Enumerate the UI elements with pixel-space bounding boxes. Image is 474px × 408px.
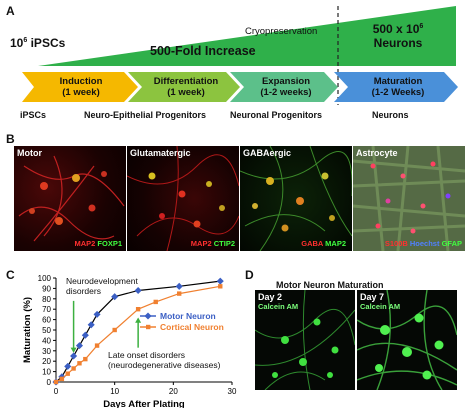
day2-texture xyxy=(255,290,355,390)
glutamatergic-texture xyxy=(127,146,239,251)
calcein-image-day7: Day 7 Calcein AM xyxy=(357,290,457,390)
legend-label: Motor Neuron xyxy=(160,311,216,321)
x-axis-label: Days After Plating xyxy=(103,399,185,408)
data-point-cortical xyxy=(112,327,117,333)
gabaergic-texture xyxy=(240,146,352,251)
motor-neuron-texture xyxy=(18,155,125,242)
data-point-cortical xyxy=(177,291,182,296)
data-point-cortical xyxy=(77,361,82,366)
micro-legend-glutamatergic: MAP2 CTIP2 xyxy=(190,239,235,248)
day7-texture xyxy=(357,290,457,390)
y-tick-label: 10 xyxy=(42,368,51,377)
fold-increase-label: 500-Fold Increase xyxy=(150,44,256,58)
y-tick-label: 90 xyxy=(42,284,51,293)
annotation-late-onset: Late onset disorders (neurodegenerative d… xyxy=(108,350,221,370)
micro-title-motor: Motor xyxy=(17,148,42,158)
celltype-neuro-epithelial: Neuro-Epithelial Progenitors xyxy=(84,110,207,120)
y-tick-label: 80 xyxy=(42,295,51,304)
stage-arrow-differentiation xyxy=(128,72,240,102)
day2-stain: Calcein AM xyxy=(258,302,299,311)
annotation-arrowhead-late xyxy=(135,317,142,323)
legend-marker xyxy=(144,312,152,320)
micro-image-glutamatergic: Glutamatergic MAP2 CTIP2 xyxy=(127,146,239,251)
data-point-motor xyxy=(64,362,72,370)
micro-title-gabaergic: GABAergic xyxy=(243,148,292,158)
micro-title-astrocyte: Astrocyte xyxy=(356,148,398,158)
x-tick-label: 0 xyxy=(54,387,59,396)
y-tick-label: 70 xyxy=(42,305,51,314)
stage-arrow-maturation xyxy=(334,72,458,102)
panel-a-graphic xyxy=(22,6,458,105)
x-tick-label: 10 xyxy=(110,387,119,396)
celltype-ipscs: iPSCs xyxy=(20,110,47,120)
micro-image-gabaergic: GABAergic GABA MAP2 xyxy=(240,146,352,251)
day2-title: Day 2 xyxy=(258,292,283,302)
data-point-cortical xyxy=(53,379,59,385)
stage-induction: Induction (1 week) xyxy=(59,76,103,98)
data-point-cortical xyxy=(218,284,223,289)
y-tick-label: 60 xyxy=(42,316,51,325)
data-point-motor xyxy=(75,342,84,350)
annotation-arrowhead-early xyxy=(70,347,77,353)
stage-expansion: Expansion (1-2 weeks) xyxy=(260,76,312,98)
y-tick-label: 40 xyxy=(42,336,51,345)
legend-marker xyxy=(146,324,151,330)
panel-c-letter: C xyxy=(6,268,15,282)
panel-d-title: Motor Neuron Maturation xyxy=(276,280,384,290)
calcein-image-day2: Day 2 Calcein AM xyxy=(255,290,355,390)
x-tick-label: 20 xyxy=(169,387,178,396)
stage-maturation: Maturation (1-2 Weeks) xyxy=(371,76,425,98)
data-point-motor xyxy=(81,331,89,339)
data-point-motor xyxy=(175,282,183,290)
data-point-motor xyxy=(70,352,78,360)
day7-stain: Calcein AM xyxy=(360,302,401,311)
astrocyte-texture xyxy=(353,146,465,251)
panel-b-letter: B xyxy=(6,132,15,146)
micro-legend-motor: MAP2 FOXP1 xyxy=(74,239,122,248)
micro-image-motor: Motor MAP2 FOXP1 xyxy=(14,146,126,251)
data-point-cortical xyxy=(135,307,141,312)
annotation-neurodevelopment: Neurodevelopment disorders xyxy=(66,276,138,296)
y-tick-label: 50 xyxy=(42,326,51,335)
celltype-neurons: Neurons xyxy=(372,110,409,120)
data-point-cortical xyxy=(71,366,76,371)
y-tick-label: 20 xyxy=(42,357,51,366)
micro-image-astrocyte: Astrocyte S100B Hoechst GFAP xyxy=(353,146,465,251)
y-tick-label: 30 xyxy=(42,347,51,356)
data-point-cortical xyxy=(153,299,158,305)
celltype-neuronal-progenitors: Neuronal Progenitors xyxy=(230,110,323,120)
day7-title: Day 7 xyxy=(360,292,385,302)
cryopreservation-label: Cryopreservation xyxy=(245,26,318,37)
growth-triangle xyxy=(38,6,456,66)
y-axis-label: Maturation (%) xyxy=(22,297,33,363)
y-tick-label: 100 xyxy=(38,274,52,283)
data-point-motor xyxy=(216,277,224,285)
micro-legend-gabaergic: GABA MAP2 xyxy=(301,239,346,248)
stage-differentiation: Differentiation (1 week) xyxy=(153,76,219,98)
stage-arrow-expansion xyxy=(230,72,338,102)
panel-d-letter: D xyxy=(245,268,254,282)
stage-arrow-induction xyxy=(22,72,138,102)
legend-label: Cortical Neuron xyxy=(160,322,224,332)
data-point-cortical xyxy=(83,356,88,362)
neurons-end-label: 500 x 106 Neurons xyxy=(372,22,424,50)
panel-a-letter: A xyxy=(6,4,15,18)
x-tick-label: 30 xyxy=(228,387,237,396)
data-point-cortical xyxy=(94,343,100,348)
data-point-cortical xyxy=(65,371,70,376)
y-tick-label: 0 xyxy=(47,378,52,387)
data-point-cortical xyxy=(59,376,65,382)
data-point-motor xyxy=(87,321,95,329)
ipsc-start-label: 106 iPSCs xyxy=(10,36,66,50)
micro-title-glutamatergic: Glutamatergic xyxy=(130,148,191,158)
data-point-motor xyxy=(111,293,119,301)
micro-legend-astrocyte: S100B Hoechst GFAP xyxy=(384,239,462,248)
